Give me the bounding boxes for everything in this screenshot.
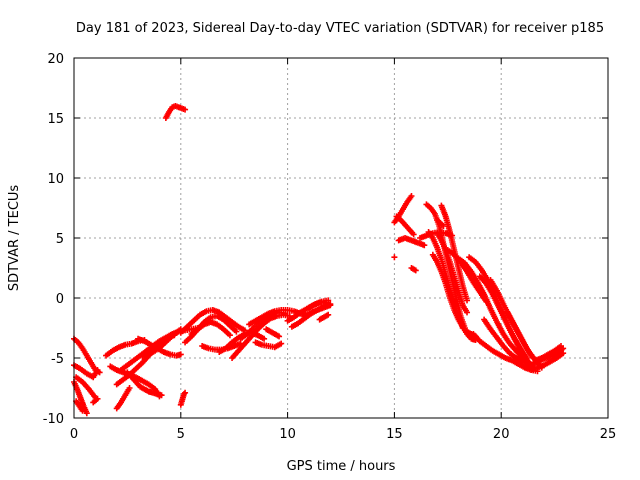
data-point-arc30-16 [327, 302, 334, 309]
series-arc6 [90, 395, 101, 406]
series-arc49 [470, 331, 541, 375]
x-tick-label-5: 25 [600, 427, 617, 442]
data-point-arc53-20 [560, 350, 567, 357]
data-point-arc12-12 [126, 385, 133, 391]
data-point-arc33-16 [408, 193, 415, 199]
data-points [71, 103, 567, 417]
series-arc20 [188, 319, 233, 339]
series-arc2 [71, 362, 101, 381]
series-arc42 [434, 230, 471, 316]
data-point-arc22-27 [261, 335, 268, 342]
series-arc27 [263, 326, 283, 340]
series-arc17 [177, 389, 189, 408]
data-point-arc42-40 [464, 309, 471, 316]
y-tick-label-6: 20 [47, 52, 64, 67]
y-tick-label-1: -5 [51, 352, 64, 367]
x-tick-label-3: 15 [386, 427, 403, 442]
series-arc55 [434, 217, 447, 229]
series-arc31 [305, 297, 332, 311]
data-point-arc2-16 [94, 367, 101, 373]
data-point-arc37-3 [412, 267, 419, 274]
data-point-arc3-18 [83, 410, 90, 417]
data-point-arc19-33 [233, 328, 240, 335]
series-arc12 [113, 385, 133, 412]
series-arc5 [73, 398, 86, 414]
x-tick-label-2: 10 [279, 427, 296, 442]
series-arc32 [316, 311, 332, 323]
data-point-arc26-14 [278, 340, 285, 347]
x-tick-label-0: 0 [70, 427, 78, 442]
y-tick-label-2: 0 [56, 292, 64, 307]
y-axis-label: SDTVAR / TECUs [7, 185, 22, 292]
data-point-arc13-26 [177, 351, 184, 358]
data-point-arc11-24 [158, 392, 165, 399]
axis-ticks: 0 5 10 15 20 25 -10 -5 0 5 10 15 20 [43, 52, 617, 442]
series-arc30 [301, 302, 334, 319]
x-tick-label-1: 5 [177, 427, 185, 442]
x-tick-label-4: 20 [493, 427, 510, 442]
series-arc4 [73, 374, 99, 401]
data-point-arc43-48 [464, 297, 471, 304]
y-tick-label-5: 15 [47, 112, 64, 127]
data-point-arc27-9 [276, 333, 283, 340]
data-point-arc16-15 [182, 106, 189, 113]
series-arc35 [393, 213, 417, 238]
data-point-arc36-0 [391, 254, 398, 261]
data-point-arc32-6 [325, 311, 332, 318]
chart-title: Day 181 of 2023, Sidereal Day-to-day VTE… [76, 21, 604, 36]
y-tick-label-0: -10 [43, 412, 64, 427]
data-point-arc56-6 [472, 333, 479, 340]
y-tick-label-3: 5 [56, 232, 64, 247]
y-tick-label-4: 10 [47, 172, 64, 187]
series-arc11 [124, 369, 165, 399]
series-arc41 [429, 251, 479, 343]
series-arc56 [464, 328, 479, 340]
data-point-arc20-24 [226, 332, 233, 339]
data-point-arc54-16 [558, 343, 565, 349]
data-point-arc34-16 [421, 242, 428, 249]
data-point-arc55-4 [440, 223, 447, 229]
data-point-arc35-12 [410, 231, 417, 238]
series-arc54 [532, 343, 565, 364]
series-arc26 [252, 339, 285, 351]
series-arc37 [408, 265, 419, 274]
series-arc15 [143, 325, 201, 354]
series-arc50 [481, 316, 532, 367]
series-arc53 [528, 350, 567, 373]
series-arc16 [162, 103, 189, 121]
x-axis-label: GPS time / hours [287, 459, 396, 474]
data-point-arc31-11 [325, 297, 332, 304]
data-point-arc5-6 [79, 407, 86, 414]
series-arc51 [504, 309, 537, 361]
series-arc36 [391, 254, 398, 261]
series-arc18 [177, 307, 248, 336]
series-arc34 [395, 235, 428, 249]
data-point-arc6-3 [94, 395, 101, 402]
data-point-arc17-7 [182, 389, 189, 396]
